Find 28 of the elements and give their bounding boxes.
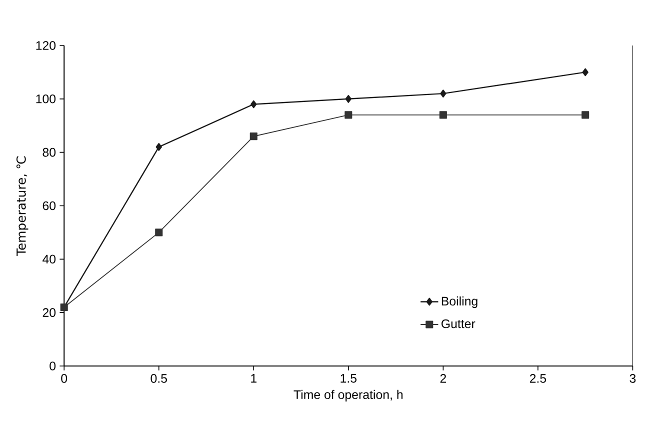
point <box>439 111 447 119</box>
legend-label: Boiling <box>442 296 478 308</box>
point <box>250 100 257 108</box>
x-tick-label: 1 <box>251 374 256 383</box>
point <box>344 111 352 119</box>
point <box>440 90 446 98</box>
point <box>156 143 162 151</box>
y-tick-label: 60 <box>42 201 56 210</box>
x-tick-label: 3 <box>630 374 636 383</box>
y-tick-label: 0 <box>50 362 56 370</box>
y-tick-label: 120 <box>36 41 56 50</box>
x-tick-label: 1.5 <box>340 374 357 383</box>
x-tick-label: 0 <box>61 374 68 383</box>
x-tick-label: 2.5 <box>530 374 546 383</box>
y-tick-label: 100 <box>36 94 56 104</box>
legend-label: Gutter <box>442 319 476 328</box>
y-tick-label: 20 <box>42 308 56 317</box>
x-axis-title: Time of operation, h <box>294 390 403 402</box>
y-tick-label: 80 <box>42 148 56 157</box>
y-axis-title: Temperature, ℃ <box>16 156 28 256</box>
y-tick-label: 40 <box>42 254 56 264</box>
point <box>345 94 352 103</box>
x-tick-label: 2 <box>440 374 446 383</box>
point <box>582 68 588 76</box>
point <box>250 132 258 140</box>
point <box>155 228 163 236</box>
x-tick-label: 0.5 <box>150 374 167 383</box>
point <box>582 111 590 119</box>
